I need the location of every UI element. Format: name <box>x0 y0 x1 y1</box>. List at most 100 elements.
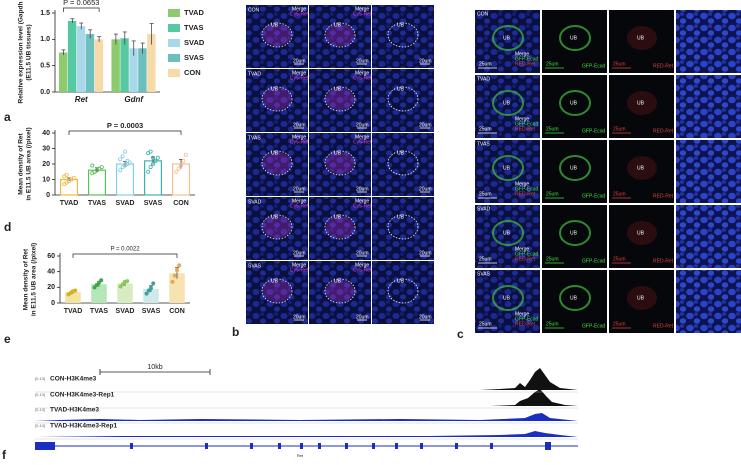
image-bg <box>309 5 371 68</box>
ub-outline <box>324 22 356 48</box>
ret-signal <box>627 156 657 180</box>
image-bg <box>609 270 674 333</box>
image-bg <box>309 69 371 132</box>
y-tick-label: 10 <box>42 176 50 183</box>
channel-label: Cy5-Ret <box>353 11 372 17</box>
ecad-ring <box>559 155 591 181</box>
data-point <box>90 163 95 168</box>
legend-label: TVAS <box>184 23 203 32</box>
ecad-ring <box>492 25 524 51</box>
image-bg <box>475 75 540 138</box>
x-tick-label: CON <box>169 308 185 315</box>
signal <box>263 24 291 46</box>
scale-label: 20um <box>293 186 306 192</box>
red-label: RED-Ret <box>653 258 674 264</box>
image-bg <box>542 140 607 203</box>
scale-label: 10kb <box>147 364 162 371</box>
x-tick-label: Gdnf <box>124 95 144 104</box>
track-label: CON-H3K4me3 <box>50 376 97 383</box>
image-bg <box>475 140 540 203</box>
y-axis-label: (E11.5 UB tissues) <box>26 24 33 80</box>
image-bg <box>309 197 371 260</box>
merge-label: Merge <box>292 6 306 12</box>
image-bg <box>609 10 674 73</box>
image-bg <box>475 270 540 333</box>
green-label: GFP-Ecad <box>582 258 606 264</box>
merge-label: Merge <box>355 70 369 76</box>
scale-label: 25um <box>479 191 492 197</box>
micrograph: UB 20um <box>372 69 434 132</box>
channel-label: Cy5-Ret <box>290 75 309 81</box>
image-bg <box>676 205 741 268</box>
micrograph: UB 25um RED-Ret <box>609 75 674 138</box>
micrograph: UB 25um GFP-Ecad <box>542 75 607 138</box>
ub-outline <box>261 150 293 176</box>
channel-label: Cy5-Ret <box>290 11 309 17</box>
micrograph: UB 25um RED-Ret <box>609 10 674 73</box>
y-tick-label: 40 <box>42 130 50 137</box>
row-label: SVAD <box>248 199 262 205</box>
image-bg <box>542 270 607 333</box>
ub-outline <box>387 278 419 304</box>
data-point <box>125 158 130 163</box>
image-bg <box>372 197 434 260</box>
image-bg <box>676 140 741 203</box>
region-label: UB <box>503 230 511 236</box>
peak <box>35 368 578 390</box>
image-bg <box>542 10 607 73</box>
image-bg <box>609 140 674 203</box>
y-tick-label: 0 <box>46 192 50 199</box>
region-label: UB <box>397 86 405 92</box>
charts: 0.0 0.5 1.0 1.5 Relative expression level (G… <box>18 0 205 316</box>
region-label: UB <box>637 100 645 106</box>
micrograph <box>676 270 741 333</box>
scale-label: 25um <box>546 321 559 327</box>
panel-label: f <box>2 448 7 462</box>
scale-label: 20um <box>356 250 369 256</box>
scale-label: 25um <box>613 256 626 262</box>
region-label: UB <box>503 165 511 171</box>
y-axis-label: Mean density of Ret <box>23 248 30 310</box>
micrograph: UB 20um <box>372 261 434 324</box>
region-label: UB <box>334 86 342 92</box>
bar <box>59 178 78 196</box>
legend-label: CON <box>184 68 201 77</box>
annotation: P = 0.0003 <box>107 121 143 130</box>
y-tick-label: 0.5 <box>40 63 50 70</box>
bar <box>58 52 68 92</box>
y-tick-label: 20 <box>47 284 55 291</box>
data-point <box>146 288 151 293</box>
red-label: RED-Ret <box>653 193 674 199</box>
legend-label: SVAD <box>184 38 205 47</box>
region-label: UB <box>271 150 279 156</box>
bar <box>111 39 120 92</box>
ret-signal <box>627 26 657 50</box>
micrograph: UB 25um RED-Ret <box>609 205 674 268</box>
track-range: [0-10] <box>35 407 45 412</box>
y-axis-label: in E11.5 UB area (/pixel) <box>31 243 38 316</box>
y-axis-label: in E11.5 UB area (/pixel) <box>26 127 33 200</box>
bar <box>67 20 77 92</box>
legend-label: SVAS <box>184 53 204 62</box>
scale-label: 25um <box>613 321 626 327</box>
region-label: UB <box>637 165 645 171</box>
data-point <box>99 278 104 283</box>
data-point <box>64 172 69 177</box>
data-point <box>170 279 175 284</box>
y-tick-label: 20 <box>42 161 50 168</box>
row-label: TVAS <box>477 141 490 147</box>
image-bg <box>246 261 308 324</box>
region-label: UB <box>503 35 511 41</box>
image-bg <box>309 261 371 324</box>
merge-label: Merge <box>355 262 369 268</box>
bar <box>76 26 86 93</box>
ub-outline <box>261 278 293 304</box>
y-tick-label: 30 <box>42 145 50 152</box>
data-point <box>181 158 186 163</box>
